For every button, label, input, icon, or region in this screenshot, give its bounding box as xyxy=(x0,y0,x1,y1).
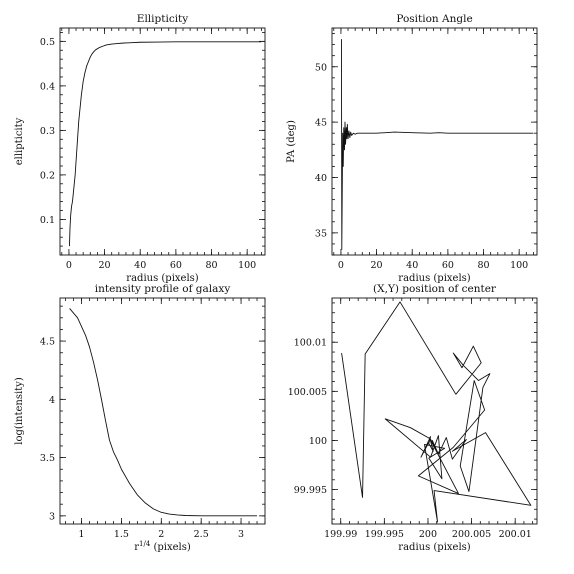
y-tick-label: 0.1 xyxy=(40,215,55,226)
y-axis-label: PA (deg) xyxy=(286,120,297,163)
panel-intensity-profile: 1 1.5 2 2.5 3 3 3.5 4 4.5 intensity profile of ga… xyxy=(14,283,266,553)
plot-frame xyxy=(59,297,266,525)
y-tick-label: 0.3 xyxy=(40,126,55,137)
y-axis-label: ellipticity xyxy=(14,117,25,165)
y-tick-label: 0.5 xyxy=(40,37,55,48)
x-tick-label: 0 xyxy=(338,260,344,271)
y-tick-label: 0.4 xyxy=(40,81,55,92)
series-line-position-angle xyxy=(341,39,534,250)
x-tick-label: 100 xyxy=(238,260,256,271)
x-tick-label: 3 xyxy=(238,529,244,540)
y-tick-label: 40 xyxy=(315,173,327,184)
x-axis-label: radius (pixels) xyxy=(398,273,470,284)
x-tick-label: 199.99 xyxy=(324,529,357,540)
chart-title: Ellipticity xyxy=(137,13,188,25)
y-tick-label: 100.01 xyxy=(294,338,327,349)
y-tick-label: 50 xyxy=(315,62,327,73)
y-tick-label: 0.2 xyxy=(40,170,55,181)
x-tick-label: 0 xyxy=(66,260,72,271)
x-tick-label: 60 xyxy=(170,260,182,271)
plot-frame xyxy=(331,27,538,256)
chart-title: intensity profile of galaxy xyxy=(95,283,231,295)
x-tick-label: 200.01 xyxy=(499,529,532,540)
y-tick-label: 45 xyxy=(315,118,327,129)
y-tick-label: 100 xyxy=(309,436,327,447)
plot-frame xyxy=(59,27,266,256)
y-tick-label: 3 xyxy=(49,511,55,522)
panel-center-position: 199.99 199.995 200 200.005 200.01 99.995 100 10… xyxy=(288,283,538,553)
x-tick-label: 80 xyxy=(477,260,489,271)
x-tick-label: 1.5 xyxy=(114,529,129,540)
series-line-intensity-profile xyxy=(69,308,258,517)
y-tick-label: 100.005 xyxy=(288,387,327,398)
x-tick-label: 200 xyxy=(419,529,437,540)
panel-ellipticity: 0 20 40 60 80 100 0.1 0.2 0.3 0.4 0.5 Ellipticity ra… xyxy=(14,13,266,284)
chart-title: Position Angle xyxy=(396,13,472,25)
x-tick-label: 20 xyxy=(371,260,383,271)
y-tick-label: 3.5 xyxy=(40,453,55,464)
x-tick-label: 80 xyxy=(205,260,217,271)
x-axis-label: radius (pixels) xyxy=(398,542,470,553)
y-tick-label: 99.995 xyxy=(294,485,327,496)
y-axis-label: log(intensity) xyxy=(14,377,25,445)
series-line-ellipticity xyxy=(69,41,262,247)
chart-title: (X,Y) position of center xyxy=(373,283,497,295)
x-tick-label: 199.995 xyxy=(365,529,404,540)
x-axis-label: radius (pixels) xyxy=(126,273,198,284)
y-tick-label: 4 xyxy=(49,395,55,406)
x-tick-label: 40 xyxy=(134,260,146,271)
x-tick-label: 2.5 xyxy=(194,529,209,540)
x-tick-label: 60 xyxy=(442,260,454,271)
x-tick-label: 2 xyxy=(158,529,164,540)
x-tick-label: 20 xyxy=(99,260,111,271)
y-tick-label: 4.5 xyxy=(40,337,55,348)
x-tick-label: 40 xyxy=(406,260,418,271)
x-axis-label: r1/4 (pixels) xyxy=(134,540,191,553)
x-tick-label: 100 xyxy=(510,260,528,271)
x-tick-label: 200.005 xyxy=(452,529,491,540)
y-tick-label: 35 xyxy=(315,228,327,239)
series-line-center-position xyxy=(341,301,532,523)
x-tick-label: 1 xyxy=(79,529,85,540)
panel-position-angle: 0 20 40 60 80 100 35 40 45 50 Position Angle radius… xyxy=(286,13,538,284)
